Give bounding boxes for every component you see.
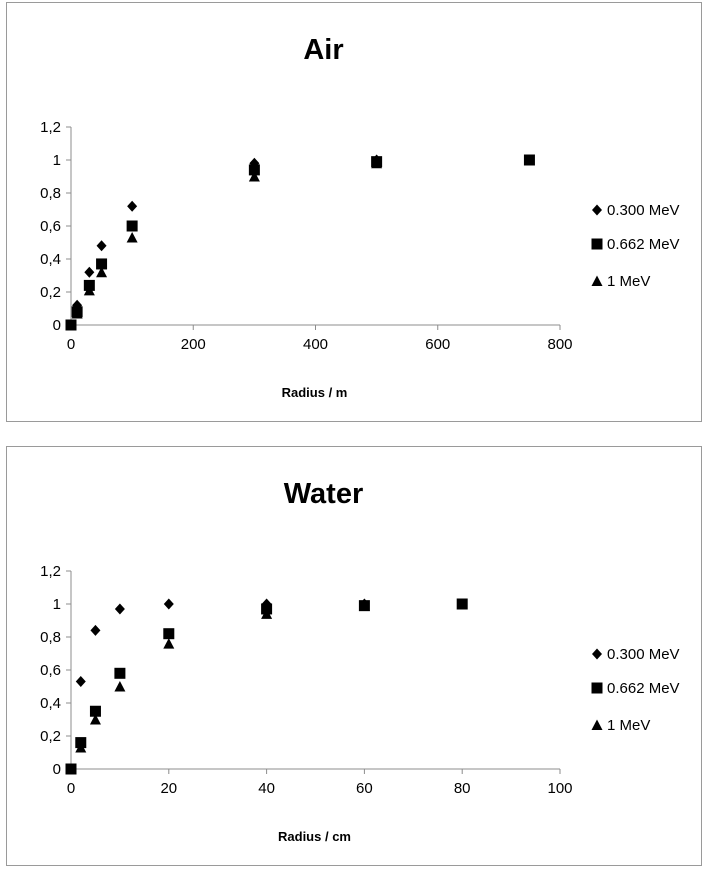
water-legend-label: 0.300 MeV [607, 646, 680, 663]
air-point-diamond [127, 200, 138, 212]
water-x-tick-label: 100 [547, 780, 572, 797]
water-point-triangle [114, 681, 126, 692]
water-point-square [89, 705, 101, 717]
air-point-diamond [84, 266, 95, 278]
water-x-tick-label: 40 [258, 780, 275, 797]
water-x-tick-label: 20 [160, 780, 177, 797]
chart-water-svg: Water 0 0,2 0,4 0,6 0,8 1 1,2 0 20 40 60 80 100 Radius… [40, 478, 680, 844]
chart-air-panel: Air 0 0,2 0,4 0,6 0,8 1 1,2 0 200 400 600 800 Radius … [6, 2, 702, 422]
air-x-tick-label: 800 [547, 336, 572, 353]
air-point-triangle [248, 171, 260, 182]
air-point-diamond [96, 240, 107, 252]
air-x-tick-label: 0 [67, 336, 75, 353]
water-point-square [456, 598, 468, 610]
water-legend-label: 0.662 MeV [607, 680, 680, 697]
air-point-triangle [83, 284, 95, 296]
water-point-diamond [75, 676, 86, 688]
air-point-triangle [126, 232, 138, 243]
air-point-triangle [371, 157, 383, 169]
air-y-tick-label: 1 [53, 152, 61, 169]
water-legend-marker-triangle [591, 719, 603, 730]
air-x-tick-label: 400 [303, 336, 328, 353]
air-y-tick-label: 0,6 [40, 218, 61, 235]
water-point-square [114, 667, 126, 679]
air-point-triangle [71, 307, 83, 319]
chart-air-svg: Air 0 0,2 0,4 0,6 0,8 1 1,2 0 200 400 600 800 Radius … [40, 34, 680, 400]
water-x-tick-label: 60 [356, 780, 373, 797]
water-y-tick-label: 0,4 [40, 695, 61, 712]
chart-water-panel: Water 0 0,2 0,4 0,6 0,8 1 1,2 0 20 40 60 80 100 Radius… [6, 446, 702, 866]
air-y-tick-label: 0,8 [40, 185, 61, 202]
water-legend-marker-diamond [592, 648, 602, 660]
water-legend-marker-square [591, 682, 603, 694]
air-y-tick-label: 0 [53, 317, 61, 334]
water-y-tick-label: 0,8 [40, 629, 61, 646]
water-point-triangle [75, 742, 87, 753]
water-y-tick-label: 1,2 [40, 563, 61, 580]
water-x-tick-label: 0 [67, 780, 75, 797]
water-x-tick-label: 80 [454, 780, 471, 797]
air-y-tick-label: 0,4 [40, 251, 61, 268]
air-x-axis-label: Radius / m [282, 385, 348, 400]
air-x-tick-label: 600 [425, 336, 450, 353]
air-legend-label: 0.662 MeV [607, 236, 680, 253]
water-point-triangle [261, 608, 273, 619]
air-x-tick-label: 200 [181, 336, 206, 353]
water-y-tick-label: 0,2 [40, 728, 61, 745]
water-point-triangle [65, 763, 77, 774]
air-point-triangle [96, 266, 108, 278]
water-y-tick-label: 1 [53, 596, 61, 613]
water-title: Water [284, 478, 364, 510]
air-legend-label: 1 MeV [607, 273, 650, 290]
air-legend-label: 0.300 MeV [607, 202, 680, 219]
air-point-square [126, 220, 138, 232]
water-point-diamond [114, 603, 125, 615]
air-legend-marker-diamond [592, 204, 602, 216]
air-point-square [96, 258, 108, 270]
water-point-square [163, 628, 175, 640]
water-x-axis-label: Radius / cm [278, 829, 351, 844]
air-point-square [248, 164, 260, 176]
air-y-tick-label: 0,2 [40, 284, 61, 301]
air-point-square [523, 154, 535, 166]
water-legend-label: 1 MeV [607, 717, 650, 734]
water-y-tick-label: 0 [53, 761, 61, 778]
water-point-triangle [358, 600, 370, 611]
air-legend-marker-square [591, 238, 603, 250]
water-y-tick-label: 0,6 [40, 662, 61, 679]
water-point-triangle [89, 714, 101, 725]
air-title: Air [303, 34, 343, 66]
air-point-triangle [65, 319, 77, 330]
air-y-tick-label: 1,2 [40, 119, 61, 136]
air-legend-marker-triangle [591, 275, 603, 286]
water-point-diamond [163, 598, 174, 610]
water-point-diamond [90, 624, 101, 636]
water-point-triangle [163, 638, 175, 649]
